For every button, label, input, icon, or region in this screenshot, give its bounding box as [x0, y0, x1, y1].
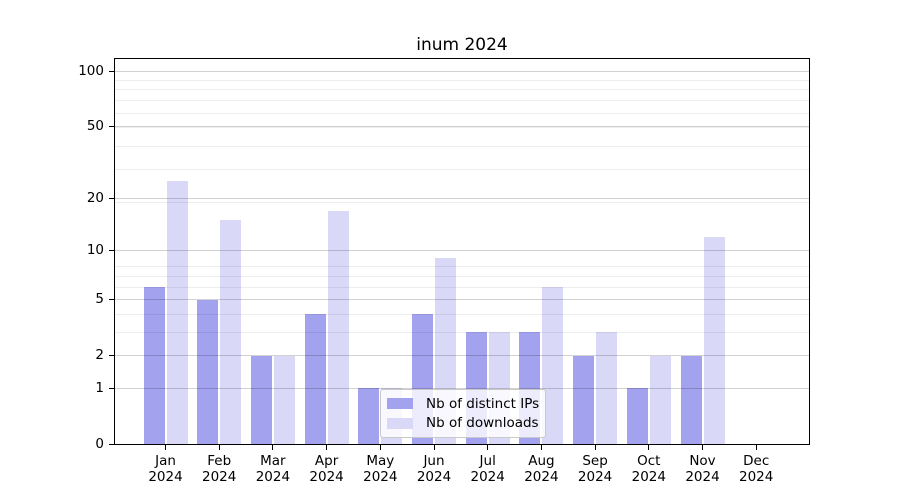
- bar-distinct-ips: [573, 355, 595, 445]
- y-tick-mark: [109, 299, 114, 301]
- bar-distinct-ips: [358, 388, 380, 445]
- gridline-minor: [114, 89, 810, 91]
- bar-downloads: [273, 355, 295, 445]
- bar-distinct-ips: [143, 287, 165, 445]
- gridline-minor: [114, 286, 810, 288]
- x-axis-tick-label: Mar 2024: [255, 452, 291, 486]
- bar-downloads: [596, 332, 618, 445]
- bar-distinct-ips: [626, 388, 648, 445]
- gridline-minor: [114, 266, 810, 268]
- bar-downloads: [220, 220, 242, 445]
- bar-distinct-ips: [250, 355, 272, 445]
- legend: Nb of distinct IPs Nb of downloads: [380, 389, 546, 438]
- legend-item-downloads: Nb of downloads: [387, 415, 543, 431]
- x-axis-tick-label: Dec 2024: [739, 452, 774, 486]
- x-tick-mark: [755, 444, 757, 450]
- bar-distinct-ips: [197, 299, 219, 445]
- gridline-minor: [114, 79, 810, 81]
- gridline-major: [114, 355, 810, 357]
- y-axis-tick-label: 100: [78, 62, 104, 79]
- bar-downloads: [649, 355, 671, 445]
- gridline-major: [114, 387, 810, 389]
- gridline-minor: [114, 201, 810, 203]
- gridline-minor: [114, 331, 810, 333]
- legend-item-distinct-ips: Nb of distinct IPs: [387, 396, 543, 412]
- x-axis-tick-label: May 2024: [363, 452, 398, 486]
- x-tick-mark: [594, 444, 596, 450]
- gridline-minor: [114, 145, 810, 147]
- x-axis-tick-label: Aug 2024: [524, 452, 559, 486]
- x-tick-mark: [540, 444, 542, 450]
- plot-area: [114, 58, 810, 445]
- legend-label-downloads: Nb of downloads: [426, 415, 539, 432]
- gridline-minor: [114, 100, 810, 102]
- y-axis-tick-label: 10: [86, 241, 104, 258]
- y-axis-tick-label: 2: [95, 347, 104, 364]
- gridline-major: [114, 70, 810, 72]
- gridline-minor: [114, 168, 810, 170]
- y-axis-tick-label: 50: [86, 117, 104, 134]
- y-tick-mark: [109, 387, 114, 389]
- x-axis-tick-label: Sep 2024: [577, 452, 613, 486]
- x-tick-mark: [165, 444, 166, 450]
- x-tick-mark: [379, 444, 381, 450]
- x-axis-tick-label: Jul 2024: [470, 452, 505, 486]
- x-axis-tick-label: Apr 2024: [309, 452, 344, 486]
- bar-downloads: [703, 236, 725, 445]
- bar-distinct-ips: [304, 314, 326, 445]
- gridline-major: [114, 249, 810, 251]
- x-axis-tick-label: Feb 2024: [202, 452, 237, 486]
- chart-title: inum 2024: [416, 35, 508, 55]
- x-axis-tick-label: Jan 2024: [148, 452, 183, 486]
- x-axis-tick-label: Nov 2024: [685, 452, 720, 486]
- x-tick-mark: [648, 444, 650, 450]
- bar-distinct-ips: [680, 355, 702, 445]
- x-axis-tick-label: Oct 2024: [631, 452, 666, 486]
- x-tick-mark: [487, 444, 489, 450]
- gridline-major: [114, 197, 810, 199]
- y-axis-tick-label: 5: [95, 291, 104, 308]
- y-tick-mark: [109, 444, 114, 445]
- gridline-minor: [114, 275, 810, 277]
- x-tick-mark: [218, 444, 220, 450]
- gridline-major: [114, 299, 810, 301]
- x-tick-mark: [433, 444, 435, 450]
- x-tick-mark: [702, 444, 703, 450]
- y-tick-mark: [109, 355, 114, 357]
- gridline-minor: [114, 127, 810, 129]
- y-tick-mark: [109, 249, 114, 251]
- gridline-major: [114, 125, 810, 127]
- gridline-minor: [114, 313, 810, 315]
- y-axis-tick-label: 20: [86, 189, 104, 206]
- bar-downloads: [166, 180, 188, 445]
- y-tick-mark: [109, 125, 114, 127]
- legend-label-distinct-ips: Nb of distinct IPs: [426, 395, 540, 412]
- x-tick-mark: [326, 444, 328, 450]
- x-tick-mark: [272, 444, 274, 450]
- bar-downloads: [542, 287, 564, 445]
- y-axis-tick-label: 0: [95, 436, 104, 452]
- y-axis-tick-label: 1: [95, 379, 104, 396]
- y-tick-mark: [109, 197, 114, 199]
- x-axis-tick-label: Jun 2024: [416, 452, 452, 486]
- legend-swatch-downloads: [387, 417, 413, 429]
- bar-downloads: [327, 210, 349, 445]
- gridline-minor: [114, 112, 810, 114]
- legend-swatch-distinct-ips: [387, 398, 413, 410]
- y-tick-mark: [109, 70, 114, 72]
